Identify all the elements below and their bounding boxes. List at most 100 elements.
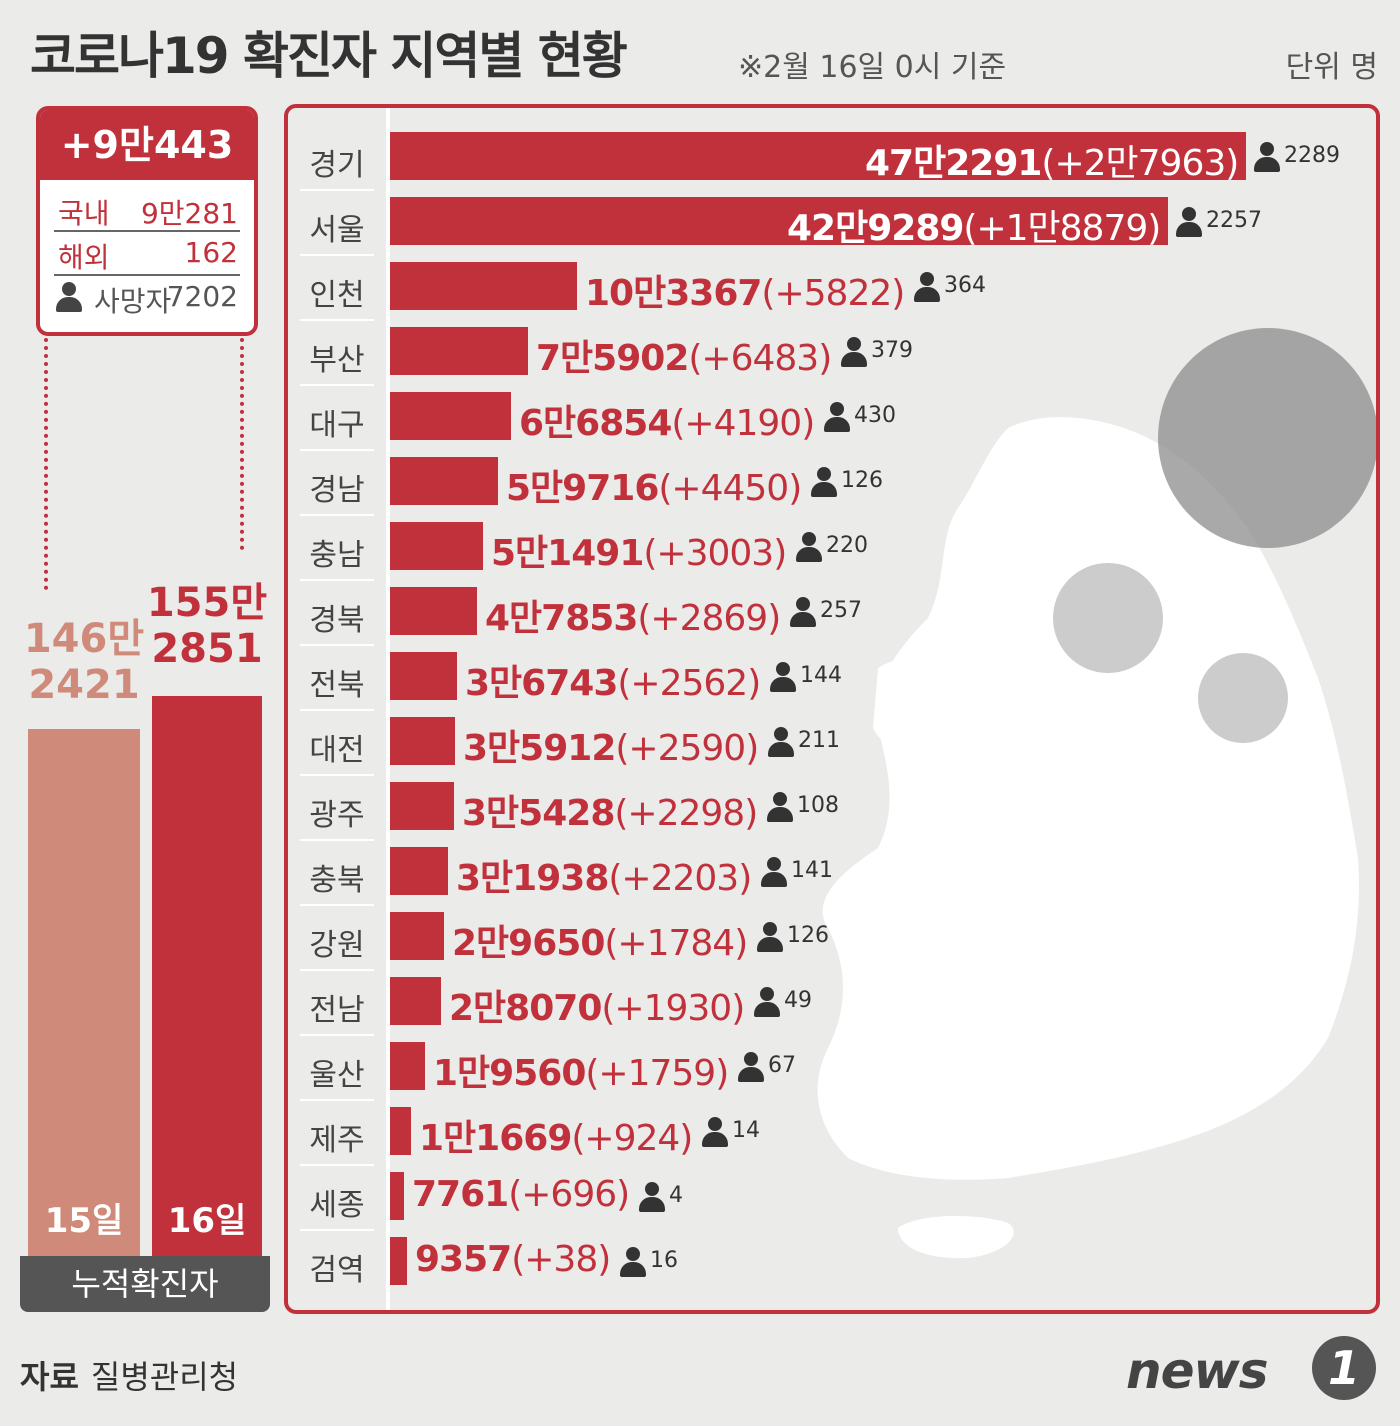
- summary-row-deaths: 사망자 7202: [54, 274, 240, 318]
- region-increase-value: (+2590): [615, 728, 759, 769]
- region-cumulative-value: 5만9716: [506, 468, 659, 509]
- region-label: 광주: [309, 798, 365, 833]
- source-label: 자료: [20, 1358, 79, 1396]
- region-value-label: 7만5902(+6483): [536, 329, 832, 381]
- region-bar: [390, 392, 511, 440]
- region-cumulative-value: 1만9560: [433, 1053, 586, 1094]
- region-increase-value: (+2298): [614, 793, 758, 834]
- region-value-label: 3만6743(+2562): [465, 654, 761, 706]
- korea-map-mainland: [817, 417, 1359, 1180]
- region-deaths-value: 379: [871, 338, 913, 363]
- summary-label: 국내: [58, 197, 110, 230]
- region-label: 충북: [309, 863, 365, 898]
- region-value-label: 1만1669(+924): [419, 1109, 693, 1161]
- region-cumulative-value: 4만7853: [485, 598, 638, 639]
- region-label: 대구: [309, 408, 365, 443]
- total-new-cases: +9만443: [40, 110, 254, 180]
- region-label: 경북: [309, 603, 365, 638]
- region-label: 전남: [309, 993, 365, 1028]
- region-cumulative-value: 3만1938: [456, 858, 609, 899]
- region-cumulative-value: 47만2291: [865, 143, 1042, 184]
- region-separator: [300, 904, 374, 906]
- region-chart: 경기 47만2291(+2만7963) 2289 서울 42만9289(+1만8879)…: [284, 104, 1380, 1314]
- region-cumulative-value: 6만6854: [519, 403, 672, 444]
- cumulative-label-line: 2421: [28, 662, 140, 708]
- region-value-label: 2만9650(+1784): [452, 914, 748, 966]
- news1-logo: news 1: [1126, 1336, 1376, 1400]
- region-deaths-value: 108: [797, 793, 839, 818]
- region-cumulative-value: 2만9650: [452, 923, 605, 964]
- region-bar: [390, 1172, 404, 1220]
- cumulative-label-16: 155만 2851: [140, 580, 274, 672]
- person-icon: [768, 727, 794, 757]
- region-increase-value: (+1만8879): [963, 208, 1161, 249]
- region-bar: [390, 652, 457, 700]
- region-separator: [300, 579, 374, 581]
- region-value-label: 42만9289(+1만8879): [787, 199, 1161, 251]
- region-increase-value: (+4450): [658, 468, 802, 509]
- person-icon: [754, 987, 780, 1017]
- date-note: ※2월 16일 0시 기준: [738, 50, 1007, 85]
- region-deaths-value: 257: [820, 598, 862, 623]
- region-separator: [300, 1164, 374, 1166]
- region-value-label: 3만5428(+2298): [462, 784, 758, 836]
- summary-label: 사망자: [94, 285, 172, 318]
- cumulative-bar-16: 16일: [152, 696, 262, 1256]
- region-bar: [390, 912, 444, 960]
- summary-row-overseas: 해외 162: [54, 230, 240, 276]
- region-label: 인천: [309, 278, 365, 313]
- summary-value: 162: [184, 236, 238, 269]
- region-bar: [390, 1107, 411, 1155]
- region-label: 울산: [309, 1058, 365, 1093]
- region-deaths-value: 126: [841, 468, 883, 493]
- region-separator: [300, 319, 374, 321]
- region-cumulative-value: 7만5902: [536, 338, 689, 379]
- summary-value: 9만281: [140, 197, 238, 230]
- logo-word: news: [1126, 1342, 1268, 1400]
- region-separator: [300, 189, 374, 191]
- region-separator: [300, 514, 374, 516]
- korea-map-jeju: [898, 1216, 1014, 1259]
- region-bar: [390, 262, 577, 310]
- region-deaths-value: 430: [854, 403, 896, 428]
- region-separator: [300, 384, 374, 386]
- person-icon: [1176, 207, 1202, 237]
- region-increase-value: (+5822): [761, 273, 905, 314]
- region-deaths-value: 49: [784, 988, 812, 1013]
- region-increase-value: (+6483): [688, 338, 832, 379]
- region-deaths-value: 144: [800, 663, 842, 688]
- region-increase-value: (+1759): [585, 1053, 729, 1094]
- cumulative-day-label: 15일: [44, 1201, 124, 1241]
- region-deaths-value: 141: [791, 858, 833, 883]
- region-separator: [300, 839, 374, 841]
- region-deaths-value: 67: [768, 1053, 796, 1078]
- region-cumulative-value: 1만1669: [419, 1118, 572, 1159]
- daily-summary-box: +9만443 국내 9만281 해외 162 사망자 7202: [36, 106, 258, 336]
- region-deaths-value: 126: [787, 923, 829, 948]
- region-cumulative-value: 7761: [412, 1174, 509, 1215]
- person-icon: [620, 1247, 646, 1277]
- region-value-label: 7761(+696): [412, 1174, 630, 1215]
- cumulative-label-line: 155만: [146, 580, 268, 626]
- unit-label: 단위 명: [1285, 50, 1378, 85]
- region-value-label: 3만5912(+2590): [463, 719, 759, 771]
- person-icon: [824, 402, 850, 432]
- region-separator: [300, 644, 374, 646]
- region-cumulative-value: 5만1491: [491, 533, 644, 574]
- region-separator: [300, 449, 374, 451]
- region-bar: [390, 717, 455, 765]
- region-value-label: 5만1491(+3003): [491, 524, 787, 576]
- person-icon: [639, 1182, 665, 1212]
- person-icon: [1254, 142, 1280, 172]
- region-separator: [300, 969, 374, 971]
- summary-value: 7202: [166, 280, 238, 313]
- page-title: 코로나19 확진자 지역별 현황: [30, 27, 628, 85]
- region-label: 전북: [309, 668, 365, 703]
- region-deaths-value: 2257: [1206, 208, 1262, 233]
- region-bar: [390, 1237, 407, 1285]
- region-increase-value: (+38): [511, 1239, 611, 1280]
- region-bar: [390, 197, 1168, 245]
- region-cumulative-value: 3만5428: [462, 793, 615, 834]
- region-increase-value: (+2203): [608, 858, 752, 899]
- region-separator: [300, 1099, 374, 1101]
